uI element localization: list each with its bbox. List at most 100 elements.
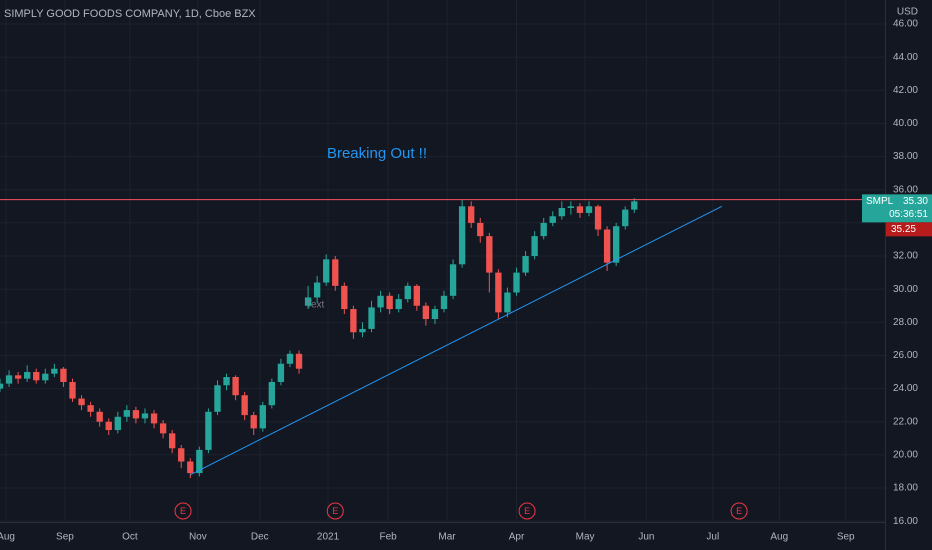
candle-body [60, 368, 67, 382]
candle-body [42, 373, 49, 381]
candle-body [622, 209, 629, 227]
candle-body [277, 363, 285, 382]
candle-body [458, 206, 466, 265]
last-price-label: 35.30 [903, 196, 928, 207]
candle-body [422, 305, 430, 319]
candle-body [549, 216, 556, 223]
candle-body [87, 405, 94, 412]
candle-body [304, 297, 312, 306]
candle-body [69, 381, 76, 399]
candle-body [413, 285, 420, 306]
candle-body [386, 295, 393, 310]
candle-body [522, 256, 529, 273]
candle-body [105, 421, 112, 431]
chart-title: SIMPLY GOOD FOODS COMPANY, 1D, Cboe BZX [4, 8, 256, 20]
marks: Text E E E E [0, 198, 885, 520]
candle-body [250, 415, 257, 429]
candle-body [187, 461, 194, 474]
x-tick-label: Nov [189, 532, 207, 543]
x-tick-label: Sep [56, 532, 74, 543]
candle-body [259, 405, 266, 429]
candle-body [96, 411, 103, 422]
trend-line [190, 205, 723, 476]
x-tick-label: Oct [122, 532, 138, 543]
candle-body [132, 410, 140, 419]
y-tick-label: 22.00 [893, 416, 918, 427]
y-tick-label: 26.00 [893, 350, 918, 361]
candle-body [513, 272, 520, 293]
candle-body [603, 229, 611, 263]
candle-body [51, 368, 58, 374]
earnings-marker [326, 502, 344, 520]
earnings-label: E [332, 506, 338, 516]
candle-body [486, 236, 493, 273]
candle-body [477, 222, 484, 237]
earnings-label: E [524, 506, 530, 516]
candle-body [323, 259, 330, 283]
candle-body [531, 236, 538, 257]
y-tick-label: 46.00 [893, 19, 918, 30]
x-tick-label: 2021 [317, 532, 340, 543]
x-tick-label: May [576, 532, 595, 543]
y-tick-label: 18.00 [893, 483, 918, 494]
y-tick-label: 32.00 [893, 251, 918, 262]
x-tick-label: Jun [638, 532, 654, 543]
candle-body [24, 372, 31, 379]
candle-body [114, 416, 121, 431]
last-price-tag [862, 194, 932, 223]
candle-body [341, 285, 348, 310]
candle-body [449, 264, 457, 296]
candle-body [359, 328, 366, 333]
candle-body [368, 307, 375, 329]
candle-body [377, 295, 384, 308]
candle-body [431, 309, 439, 319]
candle-body [295, 353, 303, 369]
axes: 16.00 18.00 20.00 22.00 24.00 26.00 28.00 30.00… [0, 19, 932, 543]
candle-body [576, 206, 584, 213]
candle-body [223, 377, 230, 386]
y-tick-label: 30.00 [893, 284, 918, 295]
candle-body [241, 395, 248, 416]
earnings-label: E [180, 506, 186, 516]
candle-body [613, 226, 620, 263]
y-tick-label: 28.00 [893, 317, 918, 328]
candle-body [0, 383, 4, 389]
y-tick-label: 20.00 [893, 450, 918, 461]
x-tick-label: Aug [770, 532, 788, 543]
candle-body [14, 375, 22, 379]
candle-body [558, 207, 565, 217]
candle-body [404, 285, 411, 300]
x-tick-label: Mar [438, 532, 456, 543]
earnings-label: E [736, 506, 742, 516]
y-tick-label: 42.00 [893, 85, 918, 96]
candle-body [159, 423, 167, 434]
candle-body [631, 201, 638, 210]
candle-body [123, 410, 131, 417]
x-tick-label: Dec [251, 532, 269, 543]
candle-body [395, 299, 402, 310]
candle-body [567, 206, 575, 208]
prev-price-tag [886, 222, 932, 237]
y-tick-label: 24.00 [893, 383, 918, 394]
last-price-symbol: SMPL [866, 196, 894, 207]
x-tick-label: Sep [837, 532, 855, 543]
candle-body [5, 375, 13, 384]
candle-body [205, 411, 212, 450]
y-tick-label: 38.00 [893, 151, 918, 162]
prev-price-label: 35.25 [891, 224, 916, 235]
candle-body [504, 292, 511, 313]
candle-body [594, 206, 602, 230]
x-tick-label: Jul [706, 532, 719, 543]
annotation: Breaking Out !! [327, 145, 427, 162]
earnings-marker [174, 502, 192, 520]
text-note: Text [306, 300, 325, 311]
earnings-marker [518, 502, 536, 520]
y-tick-label: 36.00 [893, 184, 918, 195]
candle-body [332, 259, 339, 286]
x-tick-label: Aug [0, 532, 15, 543]
x-tick-label: Apr [509, 532, 525, 543]
candle-body [214, 385, 221, 412]
candle-body [440, 295, 448, 310]
x-tick-label: Feb [380, 532, 398, 543]
